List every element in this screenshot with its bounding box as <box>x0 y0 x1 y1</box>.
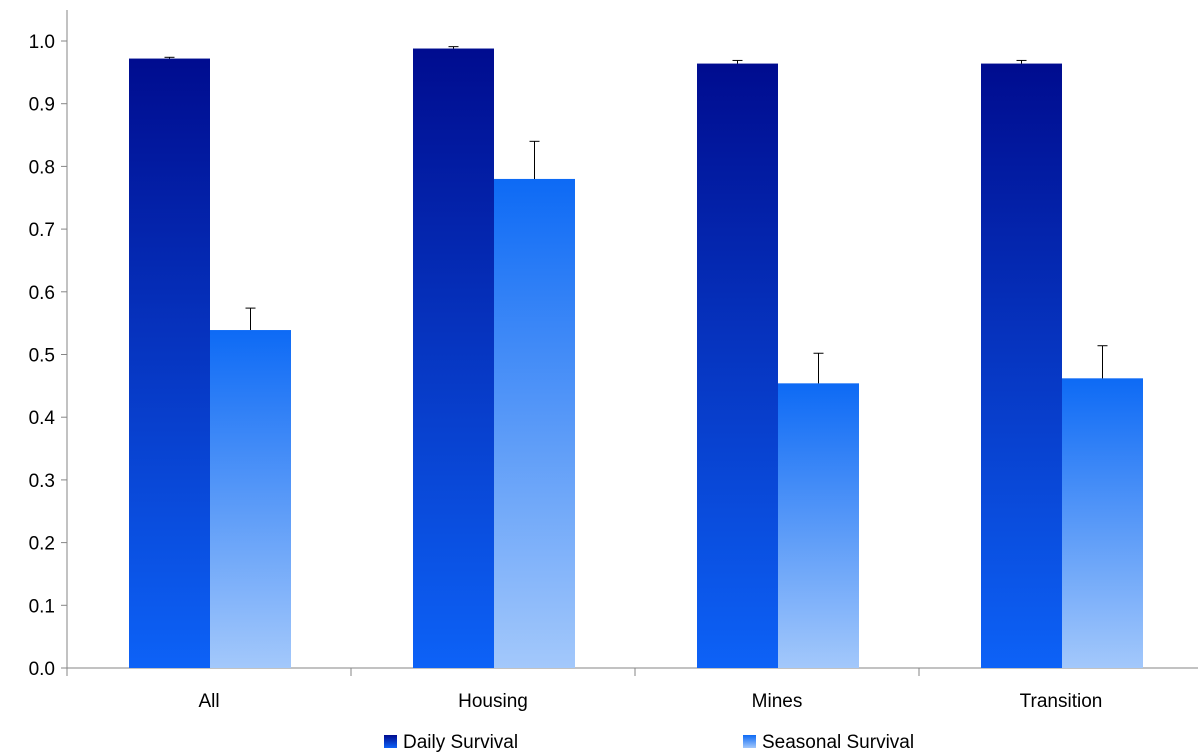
bar-seasonal-survival-transition <box>1062 378 1143 668</box>
x-axis-labels: All Housing Mines Transition <box>198 691 1102 712</box>
y-tick-label: 0.6 <box>29 283 55 304</box>
bar-daily-survival-transition <box>981 63 1062 668</box>
y-tick-label: 0.0 <box>29 659 55 680</box>
y-tick-label: 0.4 <box>29 408 56 429</box>
legend-swatch-daily-survival <box>384 735 397 748</box>
x-category-label: All <box>198 691 219 712</box>
y-tick-label: 0.2 <box>29 534 55 555</box>
y-tick-label: 1.0 <box>29 32 55 53</box>
y-tick-label: 0.5 <box>29 346 55 367</box>
x-category-label: Mines <box>752 691 803 712</box>
error-bars <box>164 46 1108 384</box>
legend-swatch-seasonal-survival <box>743 735 756 748</box>
bar-daily-survival-all <box>129 58 210 668</box>
y-tick-label: 0.9 <box>29 95 55 116</box>
legend: Daily Survival Seasonal Survival <box>384 732 914 752</box>
bar-seasonal-survival-mines <box>778 383 859 668</box>
x-category-label: Housing <box>458 691 528 712</box>
bar-seasonal-survival-all <box>210 330 291 668</box>
bar-seasonal-survival-housing <box>494 178 575 668</box>
y-tick-label: 0.7 <box>29 220 55 241</box>
y-tick-label: 0.1 <box>29 596 55 617</box>
y-tick-label: 0.8 <box>29 157 55 178</box>
y-axis-ticks: 0.0 0.1 0.2 0.3 0.4 0.5 0.6 0.7 0.8 0.9 1.0 <box>29 32 67 680</box>
legend-label-daily-survival: Daily Survival <box>403 732 518 752</box>
bar-daily-survival-mines <box>697 63 778 668</box>
legend-label-seasonal-survival: Seasonal Survival <box>762 732 914 752</box>
bars <box>129 48 1143 669</box>
y-tick-label: 0.3 <box>29 471 55 492</box>
x-category-label: Transition <box>1020 691 1103 712</box>
bar-daily-survival-housing <box>413 48 494 669</box>
